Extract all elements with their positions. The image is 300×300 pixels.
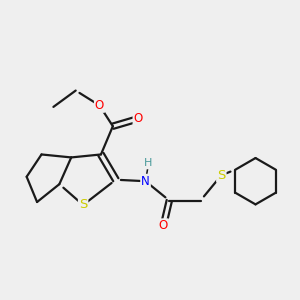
Text: O: O [159, 219, 168, 232]
Text: N: N [141, 175, 150, 188]
Text: H: H [144, 158, 153, 168]
Text: O: O [134, 112, 143, 125]
Text: S: S [79, 199, 87, 212]
Text: S: S [217, 169, 226, 182]
Text: O: O [95, 99, 104, 112]
